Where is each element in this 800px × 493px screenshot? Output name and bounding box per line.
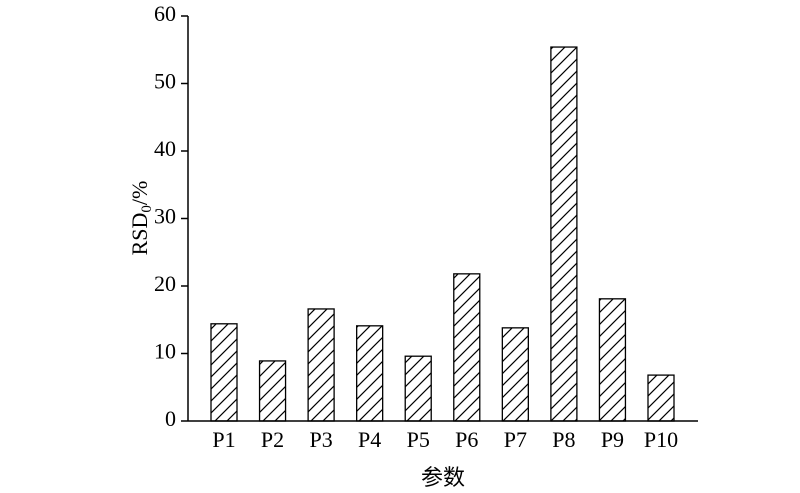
x-tick-label: P3 [309, 427, 332, 452]
y-tick-label: 0 [165, 406, 176, 431]
x-axis-label: 参数 [421, 465, 465, 490]
y-tick-label: 30 [154, 204, 176, 229]
bar [647, 374, 675, 422]
bar [453, 273, 481, 422]
y-tick-label: 20 [154, 271, 176, 296]
x-tick-label: P10 [644, 427, 678, 452]
bar [501, 327, 529, 422]
x-tick-label: P1 [212, 427, 235, 452]
y-tick-label: 40 [154, 136, 176, 161]
x-tick-label: P8 [552, 427, 575, 452]
y-label-sub: 0 [139, 205, 155, 213]
y-tick-label: 50 [154, 69, 176, 94]
y-tick-label: 10 [154, 339, 176, 364]
bar [550, 46, 578, 422]
x-tick-label: P6 [455, 427, 478, 452]
x-tick-label: P2 [261, 427, 284, 452]
bar [404, 355, 432, 422]
x-tick-label: P7 [504, 427, 527, 452]
y-label-tail: /% [127, 181, 152, 205]
x-tick-label: P9 [601, 427, 624, 452]
bar [210, 323, 238, 422]
bar [307, 308, 335, 422]
x-tick-label: P5 [407, 427, 430, 452]
bar [356, 325, 384, 422]
y-axis-label: RSD0/% [127, 181, 155, 256]
x-tick-label: P4 [358, 427, 381, 452]
bar [258, 360, 287, 422]
y-tick-label: 60 [154, 1, 176, 26]
y-label-main: RSD [127, 213, 152, 256]
bar [598, 298, 627, 422]
